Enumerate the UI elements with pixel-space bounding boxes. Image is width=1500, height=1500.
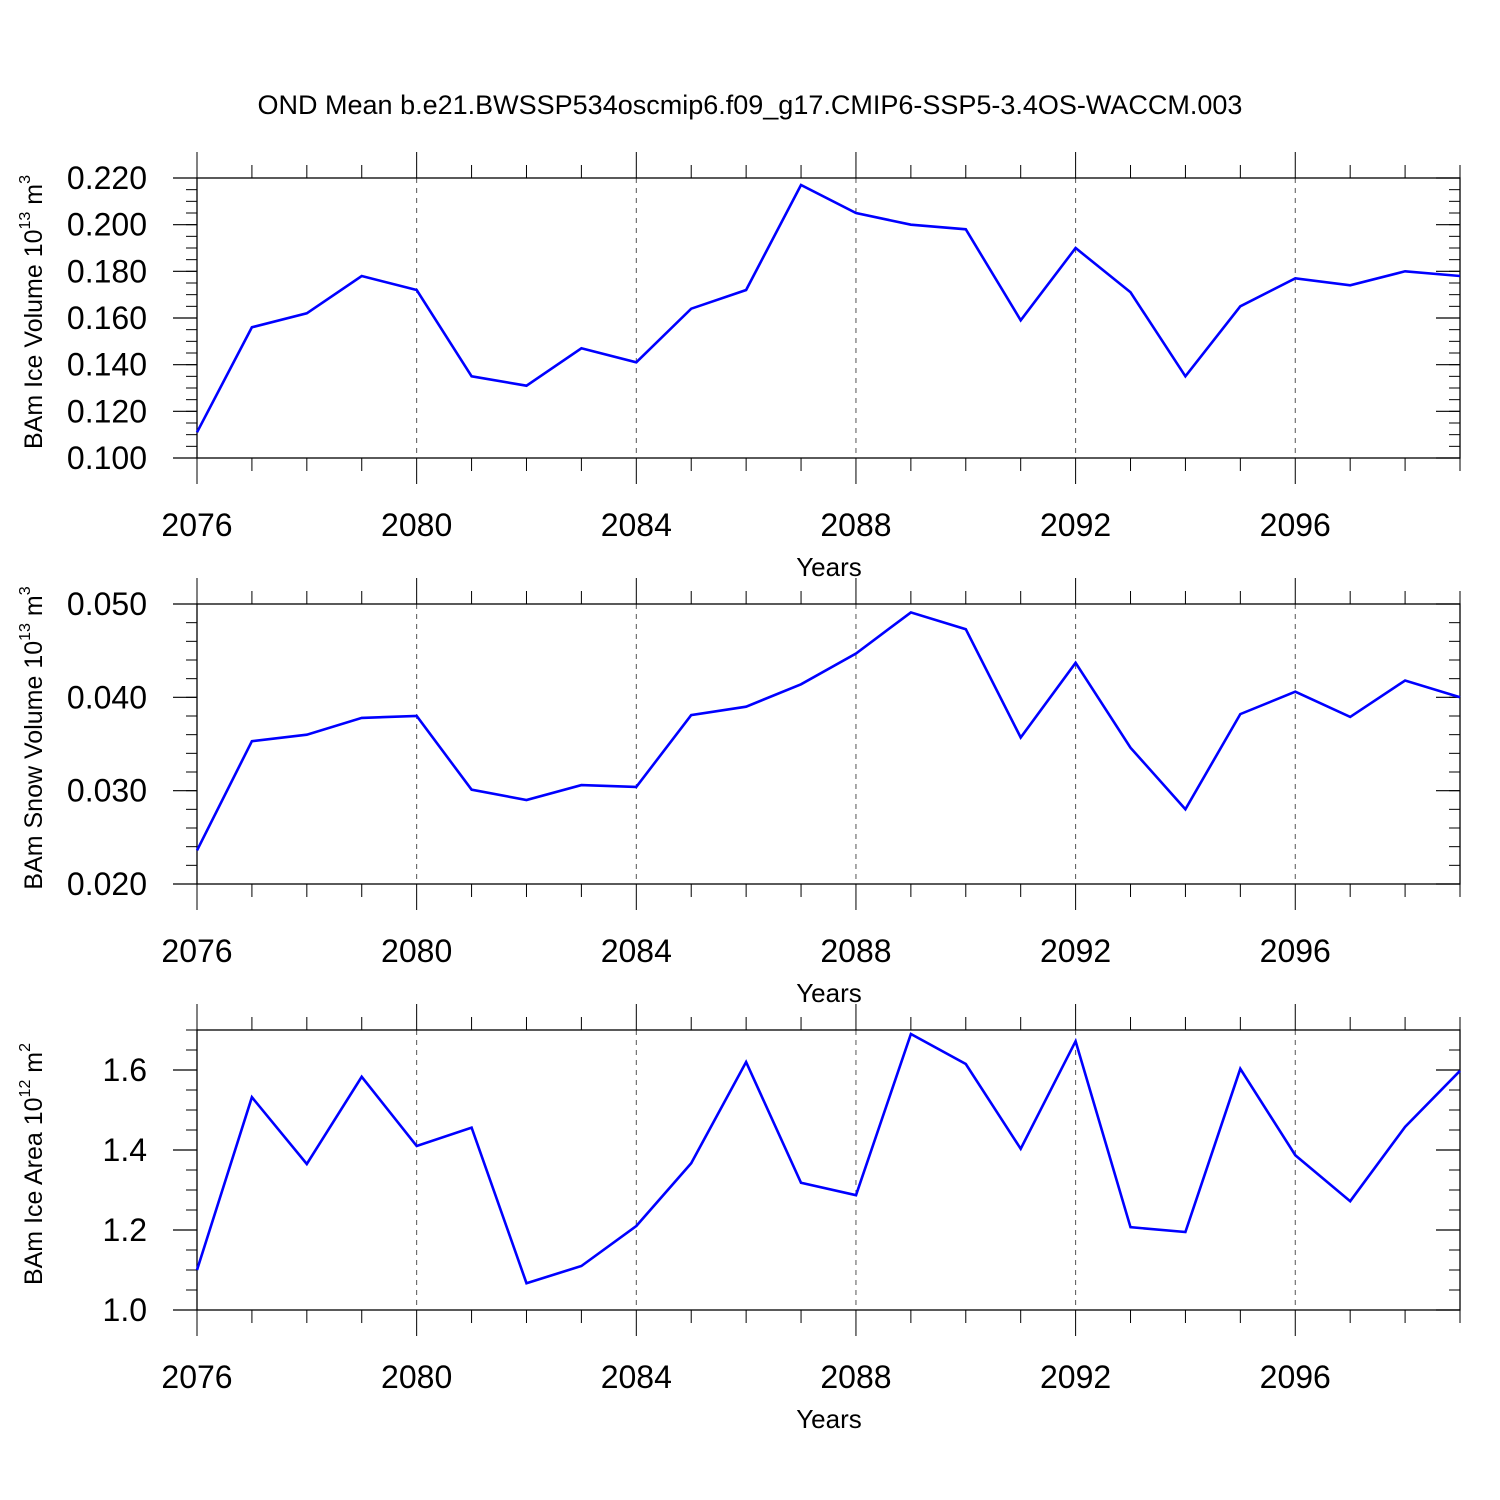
- y-tick-label: 0.220: [67, 160, 147, 196]
- y-axis-label: BAm Snow Volume 1013 m3: [17, 586, 48, 889]
- y-tick-label: 0.050: [67, 586, 147, 622]
- x-axis-label: Years: [796, 1404, 862, 1434]
- x-tick-label: 2080: [381, 507, 452, 543]
- y-tick-label: 0.040: [67, 679, 147, 715]
- x-tick-label: 2084: [601, 1359, 672, 1395]
- y-tick-label: 0.100: [67, 440, 147, 476]
- x-tick-label: 2088: [820, 507, 891, 543]
- y-axis-label: BAm Ice Volume 1013 m3: [17, 175, 48, 449]
- y-axis-label-exponent: 13: [17, 623, 34, 641]
- y-axis-label-exponent: 2: [17, 1043, 34, 1052]
- y-tick-label: 1.0: [103, 1292, 147, 1328]
- x-tick-label: 2088: [820, 1359, 891, 1395]
- panel-ice-area: 1.0 1.2 1.4 1.6 2076 2080 2084 2088 2092 2096 Year…: [17, 1004, 1461, 1434]
- panels: 0.100 0.120 0.140 0.160 0.180 0.200 0.220 2076 2…: [17, 152, 1461, 1434]
- y-tick-label: 0.200: [67, 207, 147, 243]
- y-tick-label: 0.160: [67, 300, 147, 336]
- series-line: [195, 183, 1461, 433]
- y-axis-label-exponent: 12: [17, 1080, 34, 1098]
- x-tick-label: 2084: [601, 507, 672, 543]
- y-axis-label-text: m: [20, 595, 48, 623]
- x-tick-label: 2076: [161, 1359, 232, 1395]
- plot-frame: [196, 603, 1461, 885]
- x-tick-label: 2080: [381, 1359, 452, 1395]
- y-tick-label: 0.180: [67, 253, 147, 289]
- y-axis-label-text: BAm Snow Volume 10: [20, 641, 48, 890]
- x-axis-label: Years: [796, 978, 862, 1008]
- x-tick-label: 2096: [1260, 1359, 1331, 1395]
- y-axis-label-exponent: 3: [17, 175, 34, 184]
- y-axis-label-text: m: [20, 184, 48, 212]
- y-axis-label-text: BAm Ice Volume 10: [20, 229, 48, 449]
- y-axis-label-exponent: 13: [17, 212, 34, 230]
- y-tick-label: 1.2: [103, 1212, 147, 1248]
- x-tick-label: 2092: [1040, 1359, 1111, 1395]
- panel-ice-volume: 0.100 0.120 0.140 0.160 0.180 0.200 0.220 2076 2…: [17, 152, 1461, 582]
- y-tick-label: 0.140: [67, 347, 147, 383]
- x-tick-label: 2084: [601, 933, 672, 969]
- x-tick-label: 2076: [161, 933, 232, 969]
- x-tick-label: 2096: [1260, 933, 1331, 969]
- x-tick-label: 2092: [1040, 507, 1111, 543]
- x-tick-label: 2092: [1040, 933, 1111, 969]
- series-line: [195, 1032, 1461, 1285]
- figure-title: OND Mean b.e21.BWSSP534oscmip6.f09_g17.C…: [258, 90, 1243, 120]
- y-tick-label: 0.120: [67, 393, 147, 429]
- y-tick-label: 0.020: [67, 866, 147, 902]
- plot-frame: [196, 1029, 1461, 1311]
- y-tick-label: 1.4: [103, 1132, 147, 1168]
- y-tick-label: 0.030: [67, 773, 147, 809]
- x-tick-label: 2096: [1260, 507, 1331, 543]
- y-axis-label: BAm Ice Area 1012 m2: [17, 1043, 48, 1285]
- y-axis-label-exponent: 3: [17, 586, 34, 595]
- x-tick-label: 2080: [381, 933, 452, 969]
- y-axis-label-text: BAm Ice Area 10: [20, 1097, 48, 1285]
- y-axis-label-text: m: [20, 1052, 48, 1080]
- x-axis-label: Years: [796, 552, 862, 582]
- panel-snow-volume: 0.020 0.030 0.040 0.050 2076 2080 2084 2088 2092…: [17, 578, 1461, 1008]
- plot-frame: [196, 177, 1461, 459]
- x-tick-label: 2076: [161, 507, 232, 543]
- y-tick-label: 1.6: [103, 1052, 147, 1088]
- series-line: [195, 610, 1461, 851]
- x-tick-label: 2088: [820, 933, 891, 969]
